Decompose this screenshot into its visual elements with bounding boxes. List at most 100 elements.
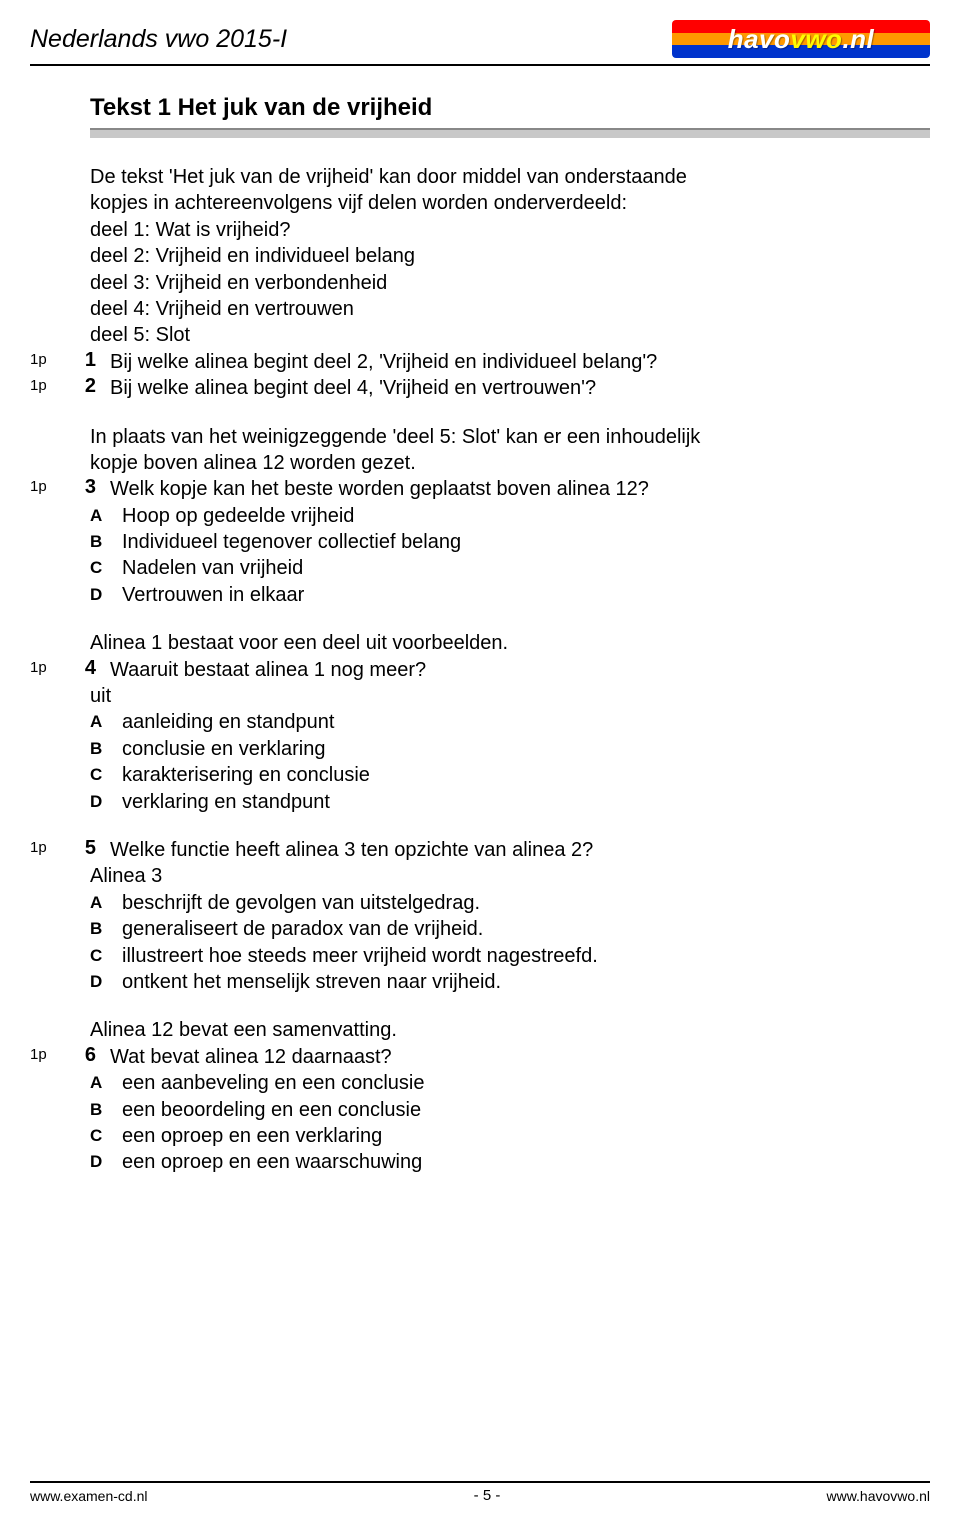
option-label-d: D — [90, 1149, 122, 1175]
q6-option-a-text: een aanbeveling en een conclusie — [122, 1070, 930, 1096]
question-2: 1p 2 Bij welke alinea begint deel 4, 'Vr… — [30, 375, 930, 401]
option-label-c: C — [90, 1123, 122, 1149]
option-label-d: D — [90, 969, 122, 995]
question-5-block: 1p 5 Welke functie heeft alinea 3 ten op… — [90, 837, 930, 995]
option-label-a: A — [90, 1070, 122, 1096]
q5-option-b-text: generaliseert de paradox van de vrijheid… — [122, 916, 930, 942]
q4-option-b: Bconclusie en verklaring — [90, 736, 930, 762]
footer-row: www.examen-cd.nl - 5 - www.havovwo.nl — [30, 1487, 930, 1504]
q2-text: Bij welke alinea begint deel 4, 'Vrijhei… — [110, 375, 930, 401]
page: Nederlands vwo 2015-I havovwo.nl Tekst 1… — [0, 0, 960, 1176]
intro-line-4: deel 2: Vrijheid en individueel belang — [90, 243, 930, 269]
option-label-b: B — [90, 1097, 122, 1123]
q6-option-d: Deen oproep en een waarschuwing — [90, 1149, 930, 1175]
q4-option-a-text: aanleiding en standpunt — [122, 709, 930, 735]
q1-points: 1p — [30, 349, 70, 368]
footer-page-number: - 5 - — [474, 1487, 501, 1504]
q3-option-d-text: Vertrouwen in elkaar — [122, 582, 930, 608]
q3-points: 1p — [30, 476, 70, 495]
q1-text: Bij welke alinea begint deel 2, 'Vrijhei… — [110, 349, 930, 375]
intro-line-6: deel 4: Vrijheid en vertrouwen — [90, 296, 930, 322]
option-label-a: A — [90, 709, 122, 735]
q6-option-a: Aeen aanbeveling en een conclusie — [90, 1070, 930, 1096]
q5-option-c-text: illustreert hoe steeds meer vrijheid wor… — [122, 943, 930, 969]
footer-rule — [30, 1481, 930, 1483]
q1-number: 1 — [70, 349, 110, 372]
q5-option-a: Abeschrijft de gevolgen van uitstelgedra… — [90, 890, 930, 916]
question-4: 1p 4 Waaruit bestaat alinea 1 nog meer? — [30, 657, 930, 683]
q3-lead-2: kopje boven alinea 12 worden gezet. — [90, 450, 930, 476]
question-3-block: In plaats van het weinigzeggende 'deel 5… — [90, 424, 930, 609]
intro-line-5: deel 3: Vrijheid en verbondenheid — [90, 270, 930, 296]
intro-line-3: deel 1: Wat is vrijheid? — [90, 217, 930, 243]
section-underline-bar — [90, 128, 930, 138]
option-label-d: D — [90, 582, 122, 608]
option-label-b: B — [90, 529, 122, 555]
q5-option-b: Bgeneraliseert de paradox van de vrijhei… — [90, 916, 930, 942]
q6-option-c: Ceen oproep en een verklaring — [90, 1123, 930, 1149]
q4-text: Waaruit bestaat alinea 1 nog meer? — [110, 657, 930, 683]
question-4-block: Alinea 1 bestaat voor een deel uit voorb… — [90, 630, 930, 815]
option-label-a: A — [90, 503, 122, 529]
intro-line-1: De tekst 'Het juk van de vrijheid' kan d… — [90, 164, 930, 190]
q5-text: Welke functie heeft alinea 3 ten opzicht… — [110, 837, 930, 863]
q6-option-b-text: een beoordeling en een conclusie — [122, 1097, 930, 1123]
q3-text: Welk kopje kan het beste worden geplaats… — [110, 476, 930, 502]
intro-line-2: kopjes in achtereenvolgens vijf delen wo… — [90, 190, 930, 216]
site-logo: havovwo.nl — [672, 20, 930, 58]
q5-option-d: Dontkent het menselijk streven naar vrij… — [90, 969, 930, 995]
q4-lead: Alinea 1 bestaat voor een deel uit voorb… — [90, 630, 930, 656]
q3-option-a-text: Hoop op gedeelde vrijheid — [122, 503, 930, 529]
option-label-c: C — [90, 943, 122, 969]
q4-option-a: Aaanleiding en standpunt — [90, 709, 930, 735]
question-5: 1p 5 Welke functie heeft alinea 3 ten op… — [30, 837, 930, 863]
option-label-b: B — [90, 736, 122, 762]
q3-lead-1: In plaats van het weinigzeggende 'deel 5… — [90, 424, 930, 450]
header-row: Nederlands vwo 2015-I havovwo.nl — [30, 20, 930, 58]
option-label-c: C — [90, 762, 122, 788]
q3-option-c: CNadelen van vrijheid — [90, 555, 930, 581]
q5-number: 5 — [70, 837, 110, 860]
q5-option-d-text: ontkent het menselijk streven naar vrijh… — [122, 969, 930, 995]
logo-text-vwo: vwo — [790, 24, 842, 55]
option-label-b: B — [90, 916, 122, 942]
q6-option-d-text: een oproep en een waarschuwing — [122, 1149, 930, 1175]
option-label-c: C — [90, 555, 122, 581]
logo-text-havo: havo — [728, 24, 791, 55]
option-label-d: D — [90, 789, 122, 815]
q6-option-b: Been beoordeling en een conclusie — [90, 1097, 930, 1123]
q3-option-b-text: Individueel tegenover collectief belang — [122, 529, 930, 555]
content-area: De tekst 'Het juk van de vrijheid' kan d… — [90, 164, 930, 1176]
q6-option-c-text: een oproep en een verklaring — [122, 1123, 930, 1149]
question-1: 1p 1 Bij welke alinea begint deel 2, 'Vr… — [30, 349, 930, 375]
q6-number: 6 — [70, 1044, 110, 1067]
question-6: 1p 6 Wat bevat alinea 12 daarnaast? — [30, 1044, 930, 1070]
q5-option-c: Cillustreert hoe steeds meer vrijheid wo… — [90, 943, 930, 969]
q3-number: 3 — [70, 476, 110, 499]
q4-points: 1p — [30, 657, 70, 676]
q4-number: 4 — [70, 657, 110, 680]
q4-option-d: Dverklaring en standpunt — [90, 789, 930, 815]
q4-option-c: Ckarakterisering en conclusie — [90, 762, 930, 788]
section-title: Tekst 1 Het juk van de vrijheid — [90, 94, 432, 121]
q3-option-b: BIndividueel tegenover collectief belang — [90, 529, 930, 555]
q6-text: Wat bevat alinea 12 daarnaast? — [110, 1044, 930, 1070]
question-6-block: Alinea 12 bevat een samenvatting. 1p 6 W… — [90, 1017, 930, 1175]
option-label-a: A — [90, 890, 122, 916]
question-3: 1p 3 Welk kopje kan het beste worden gep… — [30, 476, 930, 502]
q4-option-d-text: verklaring en standpunt — [122, 789, 930, 815]
q5-option-a-text: beschrijft de gevolgen van uitstelgedrag… — [122, 890, 930, 916]
logo-text-nl: .nl — [842, 24, 874, 55]
footer-left: www.examen-cd.nl — [30, 1488, 148, 1504]
footer-right: www.havovwo.nl — [826, 1488, 930, 1504]
q2-points: 1p — [30, 375, 70, 394]
section-title-row: Tekst 1 Het juk van de vrijheid — [90, 94, 930, 122]
header-rule — [30, 64, 930, 66]
q4-sub: uit — [90, 683, 930, 709]
q4-option-b-text: conclusie en verklaring — [122, 736, 930, 762]
intro-block: De tekst 'Het juk van de vrijheid' kan d… — [90, 164, 930, 349]
q6-lead: Alinea 12 bevat een samenvatting. — [90, 1017, 930, 1043]
q5-points: 1p — [30, 837, 70, 856]
logo-text: havovwo.nl — [672, 20, 930, 58]
q2-number: 2 — [70, 375, 110, 398]
